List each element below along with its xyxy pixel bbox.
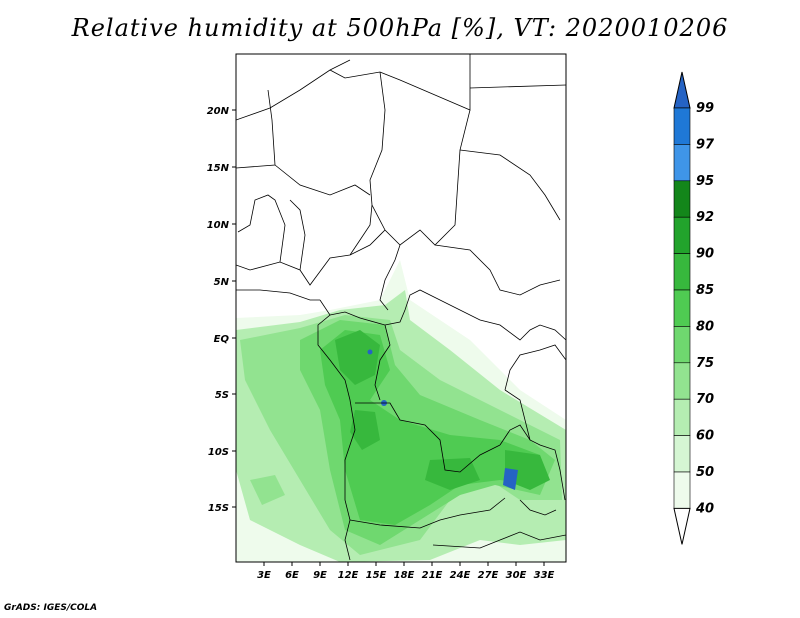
colorbar-swatch xyxy=(673,326,691,364)
lat-label: 5N xyxy=(214,277,230,288)
longitude-axis xyxy=(263,562,545,566)
lon-label: 15E xyxy=(366,570,387,581)
lat-label: 10S xyxy=(208,447,229,458)
lon-label: 27E xyxy=(478,570,499,581)
lat-label: EQ xyxy=(214,334,230,345)
colorbar-label: 92 xyxy=(696,210,714,225)
lon-label: 21E xyxy=(422,570,443,581)
longitude-labels: 3E 6E 9E 12E 15E 18E 21E 24E 27E 30E 33E xyxy=(257,570,554,581)
lat-label: 15S xyxy=(208,503,229,514)
lon-label: 3E xyxy=(257,570,271,581)
colorbar-label: 99 xyxy=(696,101,714,116)
colorbar-label: 85 xyxy=(696,283,714,298)
lat-label: 10N xyxy=(207,220,230,231)
lon-label: 30E xyxy=(506,570,527,581)
lon-label: 12E xyxy=(338,570,359,581)
humidity-field xyxy=(236,54,566,562)
colorbar-label: 70 xyxy=(696,392,714,407)
colorbar-label: 90 xyxy=(696,247,714,262)
colorbar-swatch xyxy=(673,471,691,509)
colorbar-label: 80 xyxy=(696,319,714,334)
map-title: Relative humidity at 500hPa [%], VT: 202… xyxy=(71,14,729,42)
colorbar-swatch xyxy=(673,253,691,291)
country-borders xyxy=(236,54,566,561)
colorbar-label: 97 xyxy=(696,137,715,152)
lat-label: 5S xyxy=(215,390,229,401)
grads-credit: GrADS: IGES/COLA xyxy=(4,603,98,613)
colorbar-label: 75 xyxy=(696,356,714,371)
colorbar-swatch xyxy=(673,398,691,436)
colorbar-bottom-triangle xyxy=(673,507,691,545)
colorbar-swatch xyxy=(673,180,691,218)
colorbar-swatch xyxy=(673,289,691,327)
latitude-axis xyxy=(232,109,236,508)
colorbar: 99 97 95 92 90 85 80 75 70 60 50 40 xyxy=(673,71,715,545)
colorbar-swatch xyxy=(673,107,691,145)
colorbar-swatch xyxy=(673,216,691,254)
lon-label: 24E xyxy=(450,570,471,581)
latitude-labels: 20N 15N 10N 5N EQ 5S 10S 15S xyxy=(207,106,230,514)
colorbar-label: 50 xyxy=(696,465,714,480)
colorbar-label: 95 xyxy=(696,174,714,189)
colorbar-swatch xyxy=(673,362,691,400)
colorbar-swatch xyxy=(673,435,691,473)
lat-label: 20N xyxy=(207,106,230,117)
lon-label: 9E xyxy=(313,570,327,581)
lat-label: 15N xyxy=(207,163,230,174)
lon-label: 6E xyxy=(285,570,299,581)
colorbar-label: 40 xyxy=(695,501,714,516)
map-frame-border xyxy=(235,53,567,563)
lon-label: 18E xyxy=(394,570,415,581)
colorbar-swatch xyxy=(673,144,691,182)
colorbar-top-triangle xyxy=(673,71,691,109)
lon-label: 33E xyxy=(534,570,555,581)
colorbar-label: 60 xyxy=(696,429,714,444)
